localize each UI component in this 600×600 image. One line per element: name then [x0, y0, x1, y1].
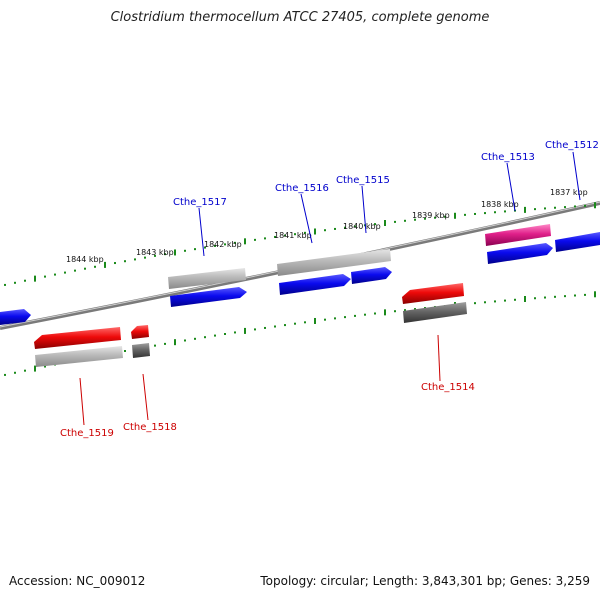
- gene-label-cthe-1518: Cthe_1518: [123, 422, 177, 433]
- tick-label-1839: 1839 kbp: [412, 211, 450, 220]
- gene-cthe-1516-feature[interactable]: [277, 249, 391, 295]
- tick-label-1842: 1842 kbp: [204, 240, 242, 249]
- gene-cthe-1519-feature[interactable]: [34, 327, 123, 367]
- gene-cthe-1515-feature[interactable]: [351, 267, 392, 284]
- gene-label-cthe-1517: Cthe_1517: [173, 197, 227, 208]
- gene-label-cthe-1513: Cthe_1513: [481, 152, 535, 163]
- gene-label-cthe-1519: Cthe_1519: [60, 428, 114, 439]
- label-leaders: [79, 151, 581, 426]
- outer-tick-ring: [4, 202, 596, 286]
- gene-label-cthe-1516: Cthe_1516: [275, 183, 329, 194]
- tick-label-1838: 1838 kbp: [481, 200, 519, 209]
- partial-feature-left[interactable]: [0, 309, 31, 325]
- tick-label-1837: 1837 kbp: [550, 188, 588, 197]
- gene-label-cthe-1515: Cthe_1515: [336, 175, 390, 186]
- gene-cthe-1513-feature[interactable]: [485, 224, 553, 264]
- reverse-strand-features: [34, 283, 467, 367]
- tick-label-1843: 1843 kbp: [136, 248, 174, 257]
- tick-labels: 1844 kbp 1843 kbp 1842 kbp 1841 kbp 1840…: [66, 188, 588, 264]
- gene-cthe-1518-feature[interactable]: [131, 325, 150, 358]
- tick-label-1844: 1844 kbp: [66, 255, 104, 264]
- accession-label: Accession: NC_009012: [9, 574, 146, 588]
- gene-labels: Cthe_1512 Cthe_1513 Cthe_1515 Cthe_1516 …: [60, 140, 599, 439]
- map-title: Clostridium thermocellum ATCC 27405, com…: [110, 10, 490, 25]
- gene-cthe-1514-feature[interactable]: [402, 283, 467, 323]
- tick-label-1840: 1840 kbp: [343, 222, 381, 231]
- gene-label-cthe-1512: Cthe_1512: [545, 140, 599, 151]
- forward-strand-features: [0, 224, 600, 325]
- tick-label-1841: 1841 kbp: [274, 231, 312, 240]
- gene-cthe-1517-feature[interactable]: [168, 268, 247, 307]
- genome-summary-label: Topology: circular; Length: 3,843,301 bp…: [260, 574, 590, 588]
- gene-label-cthe-1514: Cthe_1514: [421, 382, 475, 393]
- gene-cthe-1512-feature[interactable]: [555, 232, 600, 252]
